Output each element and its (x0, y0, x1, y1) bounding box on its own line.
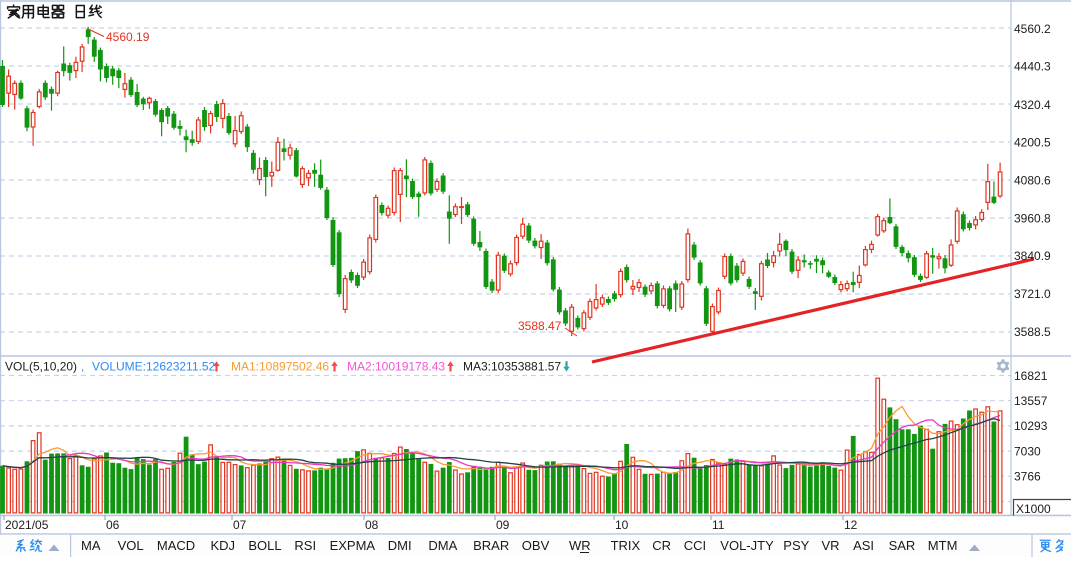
svg-text:3960.8: 3960.8 (1014, 212, 1051, 226)
svg-text:CCI: CCI (684, 538, 706, 553)
svg-text:3840.9: 3840.9 (1014, 249, 1051, 263)
svg-text:VOL: VOL (118, 538, 144, 553)
svg-text:4440.3: 4440.3 (1014, 60, 1051, 74)
svg-text:DMA: DMA (428, 538, 457, 553)
svg-text:4560.19: 4560.19 (106, 30, 150, 44)
svg-text:CR: CR (652, 538, 671, 553)
svg-text:OBV: OBV (522, 538, 550, 553)
svg-text:3588.5: 3588.5 (1014, 325, 1051, 339)
svg-text:2021/05: 2021/05 (5, 518, 49, 532)
svg-text:11: 11 (712, 518, 725, 532)
svg-text:MA2:10019178.43: MA2:10019178.43 (347, 360, 445, 374)
svg-text:BRAR: BRAR (473, 538, 509, 553)
svg-text:ASI: ASI (853, 538, 874, 553)
svg-text:12: 12 (844, 518, 858, 532)
svg-text:KDJ: KDJ (211, 538, 236, 553)
svg-text:PSY: PSY (783, 538, 809, 553)
svg-text:VOL(5,10,20): VOL(5,10,20) (5, 360, 77, 374)
svg-text:07: 07 (233, 518, 247, 532)
svg-text:SAR: SAR (889, 538, 916, 553)
svg-text:WR: WR (569, 538, 591, 553)
svg-text:4320.4: 4320.4 (1014, 98, 1051, 112)
svg-text:4560.2: 4560.2 (1014, 22, 1051, 36)
svg-text:,: , (81, 360, 84, 374)
svg-text:DMI: DMI (388, 538, 412, 553)
svg-text:RSI: RSI (294, 538, 316, 553)
svg-text:VOL-JTY: VOL-JTY (720, 538, 774, 553)
svg-text:3721.0: 3721.0 (1014, 287, 1051, 301)
svg-text:MTM: MTM (928, 538, 958, 553)
svg-text:X1000: X1000 (1016, 502, 1051, 516)
svg-text:TRIX: TRIX (611, 538, 641, 553)
svg-text:3766: 3766 (1014, 470, 1041, 484)
svg-text:VOLUME:12623211.52: VOLUME:12623211.52 (92, 360, 216, 374)
svg-text:4200.5: 4200.5 (1014, 136, 1051, 150)
svg-text:08: 08 (365, 518, 379, 532)
svg-text:16821: 16821 (1014, 369, 1048, 383)
svg-text:MACD: MACD (157, 538, 195, 553)
svg-text:MA: MA (81, 538, 101, 553)
svg-text:VR: VR (822, 538, 840, 553)
svg-text:MA1:10897502.46: MA1:10897502.46 (231, 360, 329, 374)
svg-text:BOLL: BOLL (248, 538, 281, 553)
svg-text:13557: 13557 (1014, 394, 1048, 408)
svg-text:EXPMA: EXPMA (330, 538, 376, 553)
svg-text:MA3:10353881.57: MA3:10353881.57 (463, 360, 561, 374)
svg-text:7030: 7030 (1014, 444, 1041, 458)
svg-text:06: 06 (106, 518, 120, 532)
svg-text:4080.6: 4080.6 (1014, 173, 1051, 187)
svg-text:10: 10 (615, 518, 629, 532)
svg-text:3588.47: 3588.47 (518, 319, 562, 333)
svg-text:09: 09 (496, 518, 510, 532)
svg-text:10293: 10293 (1014, 419, 1048, 433)
